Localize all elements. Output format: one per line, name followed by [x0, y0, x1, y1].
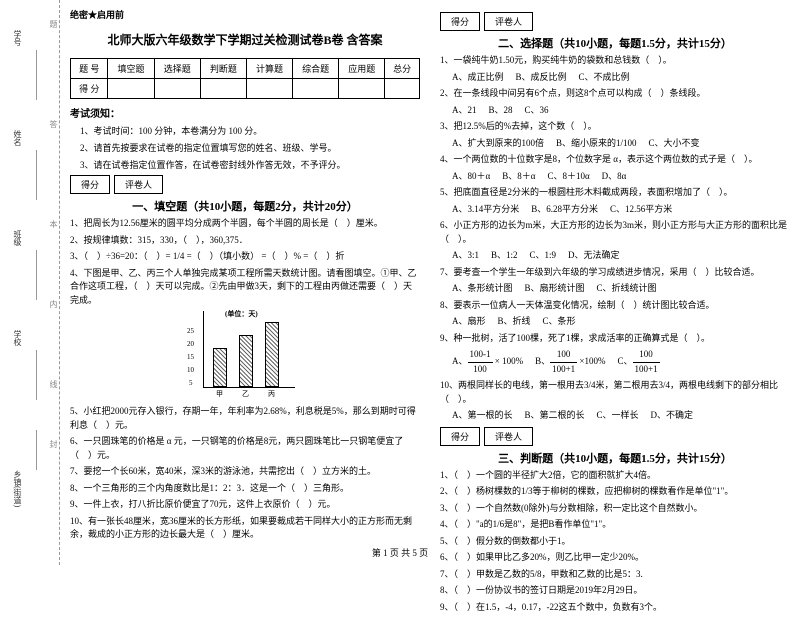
q1-3: 3、（ ）÷36=20：（ ）= 1/4 =（ ）（填小数） =（ ）% =（ … [70, 250, 420, 264]
binding-margin: 学号 姓名 班级 学校 乡镇(街道) 题 答 本 内 线 封 [0, 0, 60, 565]
q2-2: 2、在一条线段中间另有6个点，则这8个点可以构成（ ）条线段。 [440, 87, 790, 101]
score-box-3: 得分 评卷人 [440, 427, 790, 446]
q1-10: 10、有一张长48厘米，宽36厘米的长方形纸，如果要裁成若干同样大小的正方形而无… [70, 515, 420, 542]
q2-9: 9、种一批树，活了100棵，死了1棵，求成活率的正确算式是（ ）。 [440, 332, 790, 346]
field-class: 班级 [12, 230, 23, 246]
q2-8: 8、要表示一位病人一天体温变化情况，绘制（ ）统计图比较合适。 [440, 299, 790, 313]
score-table: 题 号 填空题 选择题 判断题 计算题 综合题 应用题 总分 得 分 [70, 58, 420, 99]
q1-1: 1、把周长为12.56厘米的圆平均分成两个半圆，每个半圆的周长是（ ）厘米。 [70, 217, 420, 231]
q1-9: 9、一件上衣，打八折比原价便宜了70元，这件上衣原价（ ）元。 [70, 498, 420, 512]
q3-3: 3、（ ）一个自然数(0除外)与分数相除，积一定比这个自然数小。 [440, 502, 790, 516]
q3-9: 9、（ ）在1.5，-4，0.17，-22这五个数中，负数有3个。 [440, 601, 790, 615]
q3-1: 1、（ ）一个圆的半径扩大2倍，它的面积就扩大4倍。 [440, 469, 790, 483]
q2-4: 4、一个两位数的十位数字是8，个位数字是 α，表示这个两位数的式子是（ ）。 [440, 153, 790, 167]
page-footer: 第 1 页 共 5 页 [0, 546, 800, 559]
q1-6: 6、一只圆珠笔的价格是 α 元，一只钢笔的价格是8元，两只圆珠笔比一只钢笔便宜了… [70, 435, 420, 462]
q1-8: 8、一个三角形的三个内角度数比是1：2：3．这是一个（ ）三角形。 [70, 482, 420, 496]
notice-heading: 考试须知： [70, 105, 420, 120]
bar-chart: (单位：天) 5 10 15 20 25 甲 乙 丙 [185, 311, 305, 401]
q1-5: 5、小红把2000元存入银行，存期一年，年利率为2.68%，利息税是5%，那么到… [70, 405, 420, 432]
field-township: 乡镇(街道) [12, 470, 23, 507]
q1-7: 7、要挖一个长60米，宽40米，深3米的游泳池，共需挖出（ ）立方米的土。 [70, 465, 420, 479]
q1-4: 4、下图是甲、乙、丙三个人单独完成某项工程所需天数统计图。请看图填空。①甲、乙合… [70, 267, 420, 308]
bar-2 [239, 335, 253, 387]
field-student-id: 学号 [12, 30, 23, 46]
q1-2: 2、按规律填数：315，330，（ ），360,375． [70, 234, 420, 248]
section1-title: 一、填空题（共10小题，每题2分，共计20分） [70, 198, 420, 214]
section2-title: 二、选择题（共10小题，每题1.5分，共计15分） [440, 35, 790, 51]
q3-7: 7、（ ）甲数是乙数的5/8，甲数和乙数的比是5：3. [440, 568, 790, 582]
left-column: 绝密★启用前 北师大版六年级数学下学期过关检测试卷B卷 含答案 题 号 填空题 … [70, 8, 420, 617]
q2-6: 6、小正方形的边长为m米，大正方形的边长为3m米，则小正方形与大正方形的面积比是… [440, 219, 790, 246]
field-school: 学校 [12, 330, 23, 346]
q3-2: 2、（ ）杨树棵数的1/3等于柳树的棵数，应把柳树的棵数看作是单位"1"。 [440, 485, 790, 499]
notice-1: 1、考试时间：100 分钟，本卷满分为 100 分。 [80, 124, 420, 137]
q2-10: 10、两根同样长的电线，第一根用去3/4米，第二根用去3/4，两根电线剩下的部分… [440, 379, 790, 406]
q3-8: 8、（ ）一份协议书的签订日期是2019年2月29日。 [440, 584, 790, 598]
section3-title: 三、判断题（共10小题，每题1.5分，共计15分） [440, 450, 790, 466]
q2-7: 7、要考查一个学生一年级到六年级的学习成绩进步情况，采用（ ）比较合适。 [440, 266, 790, 280]
bar-3 [265, 322, 279, 387]
score-box-1: 得分 评卷人 [70, 175, 420, 194]
q2-1: 1、一袋纯牛奶1.50元，购买纯牛奶的袋数和总钱数（ ）。 [440, 54, 790, 68]
notice-2: 2、请首先按要求在试卷的指定位置填写您的姓名、班级、学号。 [80, 141, 420, 154]
bar-1 [213, 348, 227, 387]
q2-5: 5、把底面直径是2分米的一根圆柱形木料截成两段，表面积增加了（ ）。 [440, 186, 790, 200]
field-name: 姓名 [12, 130, 23, 146]
exam-title: 北师大版六年级数学下学期过关检测试卷B卷 含答案 [70, 31, 420, 48]
notice-3: 3、请在试卷指定位置作答，在试卷密封线外作答无效，不予评分。 [80, 158, 420, 171]
score-box-2: 得分 评卷人 [440, 12, 790, 31]
q2-3: 3、把12.5%后的%去掉，这个数（ ）。 [440, 120, 790, 134]
right-column: 得分 评卷人 二、选择题（共10小题，每题1.5分，共计15分） 1、一袋纯牛奶… [440, 8, 790, 617]
main-content: 绝密★启用前 北师大版六年级数学下学期过关检测试卷B卷 含答案 题 号 填空题 … [70, 8, 790, 617]
confidential-mark: 绝密★启用前 [70, 8, 420, 21]
q3-4: 4、（ ）"a的1/6是8"，是把B看作单位"1"。 [440, 518, 790, 532]
